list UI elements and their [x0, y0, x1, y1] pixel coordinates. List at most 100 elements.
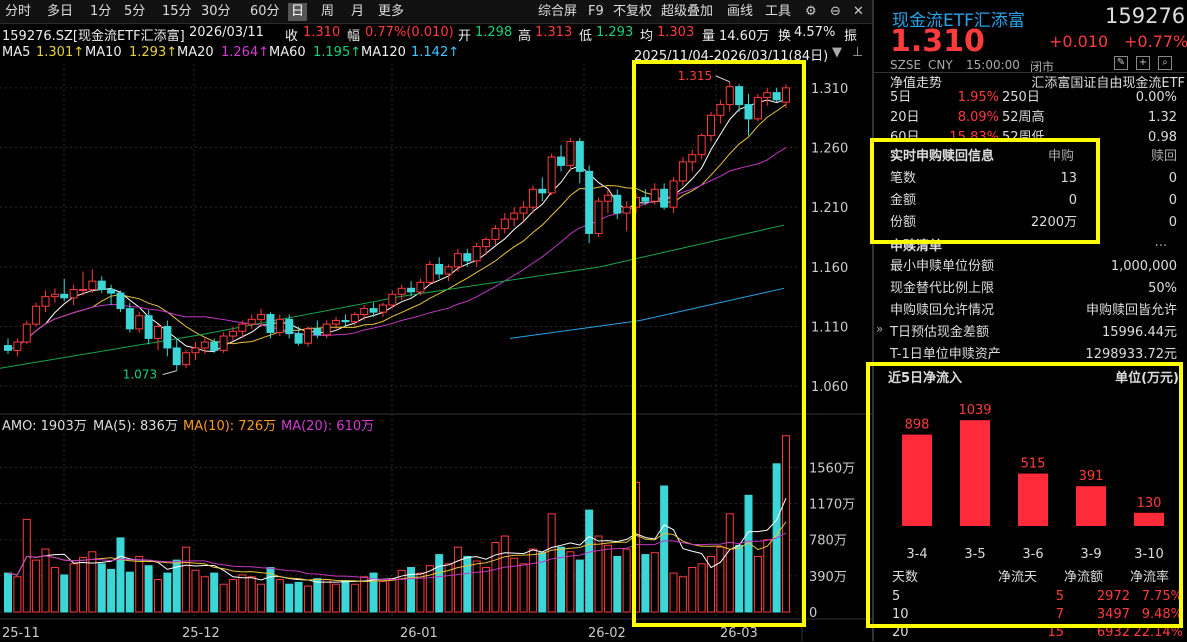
toolbar-2[interactable]: 1分 — [90, 4, 112, 19]
ma-lines — [0, 98, 787, 369]
inflow-bar — [902, 434, 932, 526]
inflow-date: 3-4 — [906, 547, 927, 562]
amo-bar — [444, 563, 453, 613]
toolbar-right-3[interactable]: 超级叠加 — [661, 4, 714, 19]
nav-metric: 250日 — [1002, 90, 1040, 105]
currency: CNY — [928, 58, 953, 72]
amo-bar — [538, 552, 547, 613]
settings-icon[interactable]: ⚙ — [805, 4, 817, 19]
extreme-marks: 1.315 1.073 — [123, 69, 730, 382]
amo-bar — [69, 563, 78, 613]
amo-bar — [219, 583, 228, 613]
amo-bar — [153, 579, 162, 613]
chart-toolbar: 分时 多日 1分 5分 15分 30分 60分日周 月更多 综合屏 F9 不复权 超级叠加 画线 工具 ⚙ ⊖… — [0, 0, 872, 24]
ma10-label: MA10 — [85, 45, 122, 60]
toolbar-right-2[interactable]: 不复权 — [613, 4, 653, 19]
amo-bar — [613, 555, 622, 613]
candle-body — [744, 104, 753, 120]
amo-bar — [510, 557, 519, 613]
amo-bar — [332, 583, 341, 613]
toolbar-7[interactable]: 日 — [288, 3, 308, 21]
candle-body — [13, 341, 22, 351]
ma60-value: 1.195↑ — [313, 45, 362, 60]
price-tick: 1.110 — [811, 320, 848, 335]
candle-body — [172, 347, 181, 366]
close-icon[interactable]: ✕ — [853, 4, 864, 19]
amo-tick: 1170万 — [809, 498, 855, 513]
amo-bar — [360, 576, 369, 613]
candle-body — [200, 341, 209, 349]
nav-row: 60日 15.83% 52周低 0.98 — [874, 128, 1187, 148]
amo-bar — [491, 542, 500, 613]
amo-label: MA(10): 726万 — [183, 419, 276, 434]
amo-bar — [22, 518, 31, 613]
inflow-table-header: 天数 净流天 净流额 净流率 — [874, 568, 1187, 588]
add-icon[interactable]: + — [1136, 56, 1150, 70]
list-title: 申赎清单 — [890, 239, 943, 254]
price-tick: 1.260 — [811, 142, 848, 157]
realtime-key: 份额 — [890, 215, 917, 230]
minus-icon[interactable]: ⊖ — [830, 4, 841, 19]
candle-body — [716, 104, 725, 116]
amo-bar — [678, 576, 687, 613]
amo-ma10 — [7, 521, 787, 583]
date-range: 2025/11/04-2026/03/11(84日) — [634, 49, 829, 64]
toolbar-10[interactable]: 更多 — [378, 4, 405, 19]
amo-bar — [641, 554, 650, 613]
code-label: 159276.SZ[现金流ETF汇添富] — [2, 29, 185, 44]
amo-bar — [660, 485, 669, 613]
realtime-subscribe: 0 — [1068, 193, 1077, 208]
last-price: 1.310 — [890, 24, 985, 59]
toolbar-5[interactable]: 30分 — [201, 4, 231, 19]
candle-body — [407, 287, 416, 293]
expand-icon[interactable]: » — [876, 322, 884, 336]
candle-body — [182, 352, 191, 366]
amo-bar — [594, 535, 603, 613]
toolbar-6[interactable]: 60分 — [250, 4, 280, 19]
inflow-col-header: 净流额 — [1064, 570, 1104, 585]
list-row: 申购赎回允许情况 申购赎回皆允许 — [874, 300, 1187, 322]
candle-body — [697, 135, 706, 156]
dropdown-icon[interactable]: ▼ — [832, 45, 842, 60]
candle-body — [688, 154, 697, 163]
edit-icon[interactable]: ✎ — [1114, 56, 1128, 70]
pin-icon[interactable]: ⊥ — [852, 45, 864, 60]
list-value: 1,000,000 — [1110, 259, 1177, 274]
list-header: 申赎清单 ··· — [874, 236, 1187, 258]
toolbar-9[interactable]: 月 — [351, 4, 365, 19]
candle-body — [238, 323, 247, 332]
amo-bar — [566, 551, 575, 613]
amo-bar — [78, 556, 87, 613]
nav-period: 60日 — [890, 130, 920, 145]
zoom-icon[interactable]: ⌕ — [1158, 56, 1172, 70]
candle-body — [500, 218, 509, 230]
amo-tick: 0 — [809, 606, 817, 621]
candle-body — [463, 253, 472, 262]
panel-divider — [872, 0, 874, 641]
amo-bar — [107, 568, 116, 613]
toolbar-1[interactable]: 多日 — [47, 4, 74, 19]
toolbar-8[interactable]: 周 — [321, 4, 335, 19]
candle-body — [313, 328, 322, 336]
realtime-row: 份额 2200万 0 — [874, 212, 1187, 234]
inflow-cell: 6932 — [1096, 625, 1130, 640]
toolbar-right-0[interactable]: 综合屏 — [538, 4, 578, 19]
candle-body — [528, 188, 537, 208]
inflow-value: 1039 — [958, 403, 991, 418]
toolbar-0[interactable]: 分时 — [5, 4, 32, 19]
inflow-header: 近5日净流入 单位(万元) — [874, 368, 1187, 390]
toolbar-right-5[interactable]: 工具 — [765, 4, 792, 19]
toolbar-3[interactable]: 5分 — [124, 4, 146, 19]
realtime-subscribe: 13 — [1060, 171, 1077, 186]
amo-bar — [285, 583, 294, 613]
toolbar-right-4[interactable]: 画线 — [727, 4, 754, 19]
more-icon[interactable]: ··· — [1154, 239, 1167, 254]
inflow-cell: 5 — [892, 589, 901, 604]
nav-fund: 汇添富国证自由现金流ETF — [1031, 76, 1185, 91]
kline-chart[interactable]: 1.310 1.260 1.210 1.160 1.110 1.060 1.315 1.07… — [0, 64, 872, 641]
candle-body — [4, 345, 12, 351]
candle-body — [557, 156, 566, 166]
toolbar-right-1[interactable]: F9 — [588, 4, 604, 19]
amo-bar — [369, 572, 378, 613]
toolbar-4[interactable]: 15分 — [162, 4, 192, 19]
